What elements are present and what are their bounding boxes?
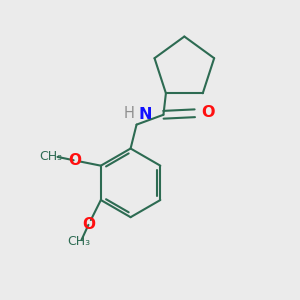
Text: CH₃: CH₃	[67, 235, 90, 248]
Text: O: O	[68, 153, 81, 168]
Text: O: O	[201, 105, 215, 120]
Text: H: H	[123, 106, 134, 121]
Text: CH₃: CH₃	[40, 150, 63, 163]
Text: O: O	[82, 217, 95, 232]
Text: N: N	[139, 106, 152, 122]
